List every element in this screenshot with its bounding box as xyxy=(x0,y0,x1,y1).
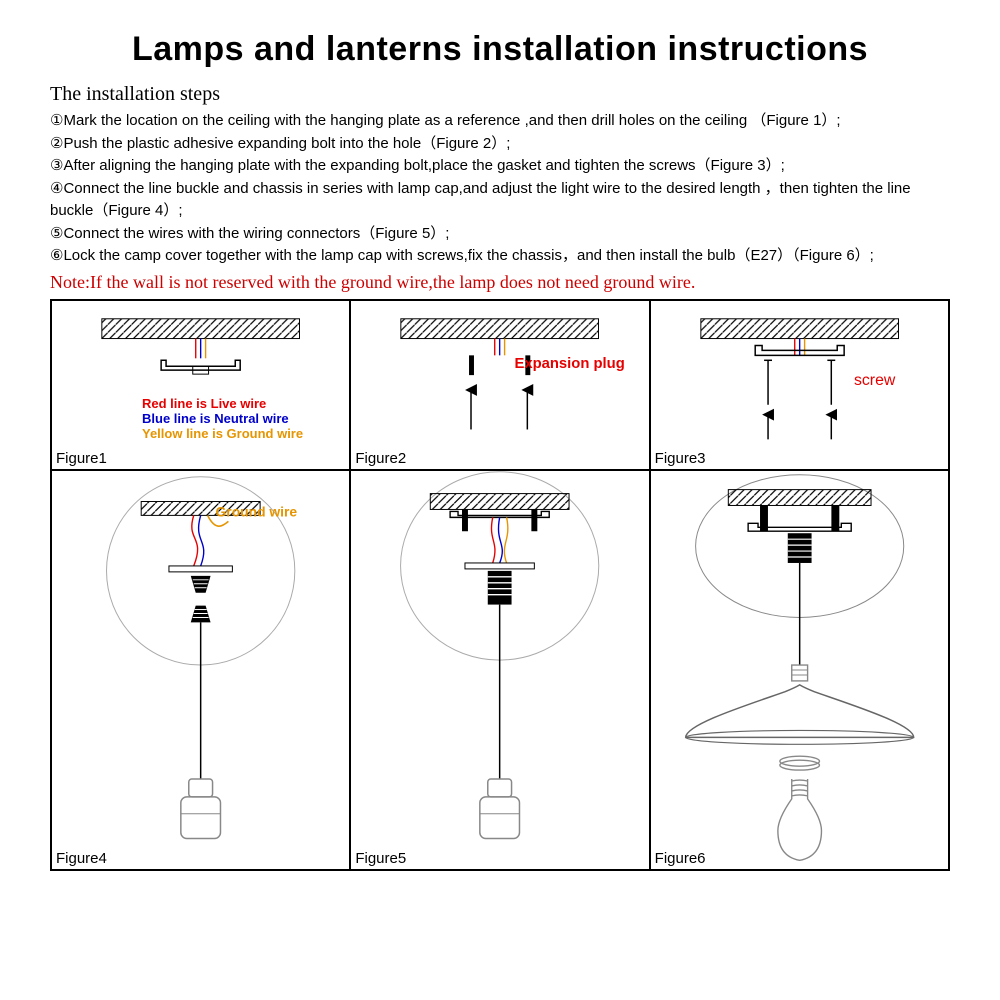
figure-3: screw Figure3 xyxy=(650,300,949,470)
step-6: ⑥Lock the camp cover together with the l… xyxy=(50,245,950,268)
figure-grid: Red line is Live wire Blue line is Neutr… xyxy=(50,299,950,871)
step-4: ④Connect the line buckle and chassis in … xyxy=(50,178,950,223)
figure-6-label: Figure6 xyxy=(655,850,706,867)
figure-1-label: Figure1 xyxy=(56,450,107,467)
step-3: ③After aligning the hanging plate with t… xyxy=(50,155,950,178)
legend-neutral: Blue line is Neutral wire xyxy=(142,411,303,426)
legend-live: Red line is Live wire xyxy=(142,396,303,411)
screw-label: screw xyxy=(854,372,896,389)
step-2: ②Push the plastic adhesive expanding bol… xyxy=(50,133,950,156)
note-text: Note:If the wall is not reserved with th… xyxy=(50,272,950,293)
ground-wire-label: Ground wire xyxy=(216,503,298,519)
legend-ground: Yellow line is Ground wire xyxy=(142,426,303,441)
step-5: ⑤Connect the wires with the wiring conne… xyxy=(50,223,950,246)
page-title: Lamps and lanterns installation instruct… xyxy=(50,30,950,69)
steps-heading: The installation steps xyxy=(50,83,950,106)
instruction-page: Lamps and lanterns installation instruct… xyxy=(0,0,1000,881)
figure-4-label: Figure4 xyxy=(56,850,107,867)
step-1: ①Mark the location on the ceiling with t… xyxy=(50,110,950,133)
figure-5: Figure5 xyxy=(350,470,649,870)
figure-6: Figure6 xyxy=(650,470,949,870)
steps-list: ①Mark the location on the ceiling with t… xyxy=(50,110,950,268)
figure-1: Red line is Live wire Blue line is Neutr… xyxy=(51,300,350,470)
figure-2: Expansion plug Figure2 xyxy=(350,300,649,470)
figure-5-label: Figure5 xyxy=(355,850,406,867)
figure-4: Ground wire Figure4 xyxy=(51,470,350,870)
figure-3-label: Figure3 xyxy=(655,450,706,467)
figure-2-label: Figure2 xyxy=(355,450,406,467)
expansion-plug-label: Expansion plug xyxy=(515,356,625,372)
